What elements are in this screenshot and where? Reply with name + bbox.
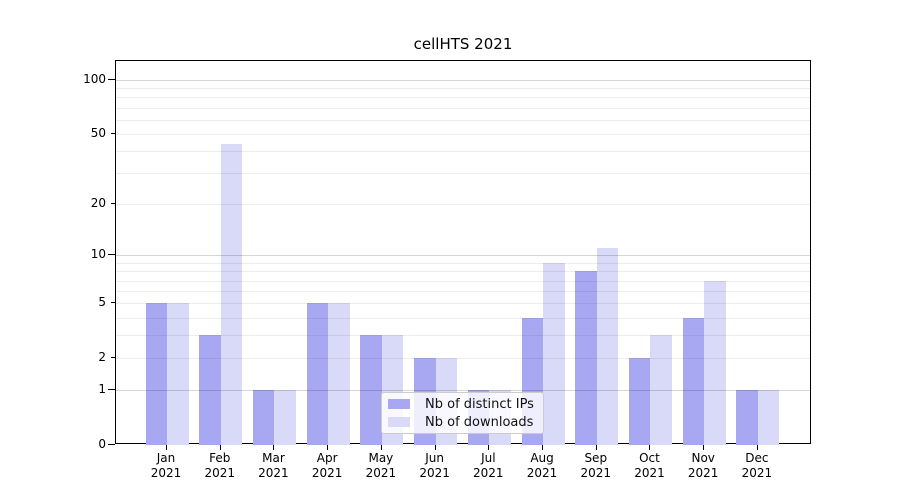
- x-tick-mark: [703, 445, 705, 450]
- x-tick-label-may: May 2021: [365, 451, 397, 480]
- y-tick-mark: [111, 302, 115, 304]
- x-tick-label-feb: Feb 2021: [204, 451, 235, 480]
- x-tick-mark: [219, 445, 221, 450]
- y-tick-label: 10: [90, 247, 106, 262]
- bar-ips-oct: [628, 358, 651, 445]
- x-tick-label-jul: Jul 2021: [473, 451, 504, 480]
- x-tick-label-dec: Dec 2021: [741, 451, 773, 480]
- bar-ips-may: [360, 335, 382, 445]
- y-tick-mark: [108, 79, 115, 80]
- x-tick-mark: [649, 445, 651, 450]
- y-tick-mark: [111, 357, 115, 359]
- bar-downloads-dec: [757, 390, 780, 445]
- bar-downloads-mar: [274, 390, 296, 445]
- y-tick-label: 0: [98, 437, 106, 451]
- plot-area: [115, 60, 811, 445]
- x-tick-label-jun: Jun 2021: [419, 451, 450, 480]
- x-tick-mark: [434, 445, 436, 450]
- bar-downloads-nov: [704, 280, 726, 445]
- x-tick-label-nov: Nov 2021: [687, 451, 719, 480]
- bar-downloads-feb: [220, 143, 243, 445]
- y-tick-label: 50: [90, 126, 106, 141]
- bar-ips-feb: [199, 335, 221, 445]
- bar-downloads-apr: [328, 303, 350, 445]
- y-tick-mark: [108, 444, 115, 445]
- x-tick-label-sep: Sep 2021: [580, 451, 612, 480]
- y-tick-label: 100: [83, 72, 106, 86]
- x-tick-mark: [273, 445, 275, 450]
- y-tick-mark: [111, 203, 115, 205]
- bar-ips-dec: [736, 390, 758, 445]
- x-tick-mark: [488, 445, 490, 450]
- bar-ips-sep: [575, 271, 597, 445]
- x-tick-mark: [595, 445, 597, 450]
- bar-ips-apr: [306, 303, 329, 445]
- legend-row-distinct-ips: Nb of distinct IPs: [386, 397, 535, 412]
- x-tick-mark: [756, 445, 758, 450]
- bar-ips-mar: [252, 390, 275, 445]
- x-tick-label-mar: Mar 2021: [258, 451, 289, 480]
- legend-label-downloads: Nb of downloads: [425, 414, 534, 430]
- x-tick-mark: [327, 445, 329, 450]
- y-tick-label: 2: [98, 350, 106, 365]
- x-tick-mark: [542, 445, 544, 450]
- y-tick-mark: [111, 133, 115, 135]
- y-tick-label: 1: [98, 382, 106, 397]
- x-tick-label-apr: Apr 2021: [311, 451, 343, 480]
- x-tick-label-aug: Aug 2021: [526, 451, 558, 480]
- legend-swatch-downloads: [388, 417, 410, 427]
- bar-downloads-sep: [596, 248, 619, 445]
- x-tick-mark: [166, 445, 167, 450]
- bar-downloads-aug: [543, 262, 565, 445]
- legend-label-distinct-ips: Nb of distinct IPs: [425, 396, 534, 412]
- x-tick-label-jan: Jan 2021: [150, 451, 182, 480]
- bars-layer: [116, 61, 810, 445]
- x-tick-label-oct: Oct 2021: [634, 451, 665, 480]
- chart-title: cellHTS 2021: [413, 35, 513, 53]
- bar-downloads-oct: [650, 335, 672, 445]
- x-tick-mark: [380, 445, 382, 450]
- y-tick-label: 20: [90, 196, 106, 211]
- y-tick-mark: [108, 254, 115, 256]
- y-tick-mark: [108, 389, 115, 391]
- legend-row-downloads: Nb of downloads: [386, 415, 535, 430]
- legend: Nb of distinct IPs Nb of downloads: [381, 392, 544, 434]
- bar-ips-jan: [145, 303, 167, 445]
- legend-swatch-distinct-ips: [388, 399, 410, 409]
- bar-ips-nov: [682, 317, 705, 445]
- y-tick-label: 5: [98, 295, 106, 310]
- bar-downloads-jan: [167, 303, 189, 445]
